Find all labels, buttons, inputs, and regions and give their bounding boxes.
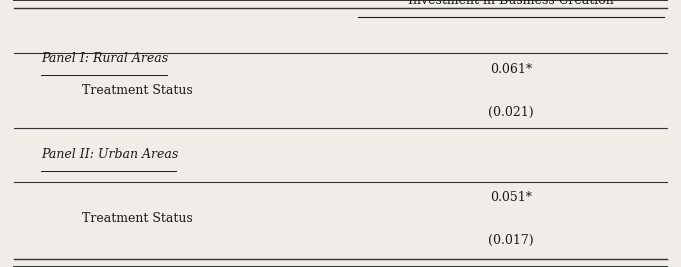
Text: (0.017): (0.017): [488, 234, 533, 247]
Text: 0.061*: 0.061*: [490, 63, 532, 76]
Text: (0.021): (0.021): [488, 106, 533, 119]
Text: Panel I: Rural Areas: Panel I: Rural Areas: [41, 52, 168, 65]
Text: 0.051*: 0.051*: [490, 191, 532, 204]
Text: Treatment Status: Treatment Status: [82, 213, 193, 225]
Text: Panel II: Urban Areas: Panel II: Urban Areas: [41, 148, 178, 161]
Text: Investment in Business Creation: Investment in Business Creation: [408, 0, 614, 6]
Text: Treatment Status: Treatment Status: [82, 84, 193, 97]
